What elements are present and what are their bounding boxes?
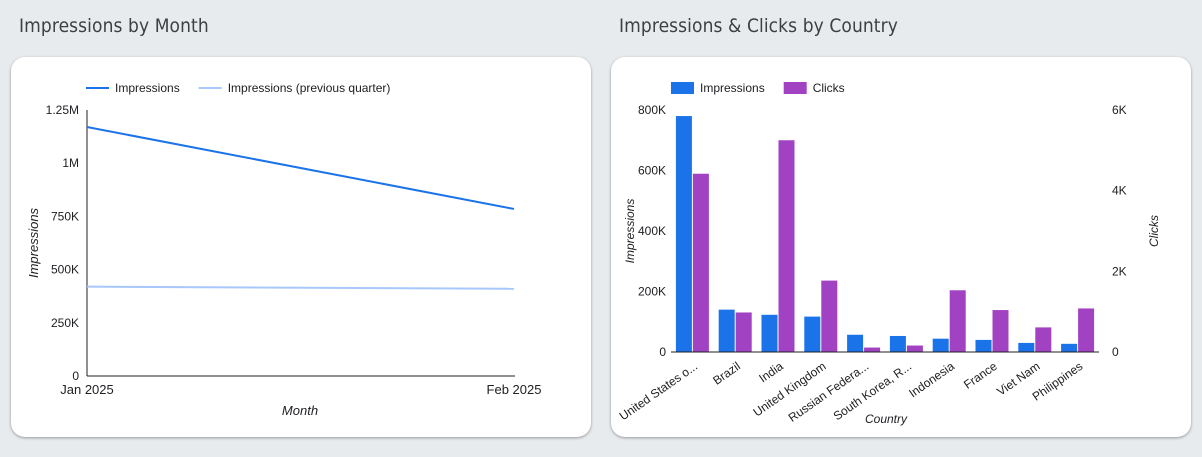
x-tick-label: United States o... bbox=[617, 359, 700, 423]
legend-label-0: Impressions bbox=[115, 81, 180, 95]
bar-clicks bbox=[906, 345, 923, 352]
bar-clicks bbox=[992, 310, 1009, 352]
bar-impressions bbox=[847, 334, 864, 352]
bar-impressions bbox=[675, 116, 692, 352]
y-left-axis-title: Impressions bbox=[623, 199, 637, 264]
bar-clicks bbox=[864, 347, 881, 352]
left-section-title: Impressions by Month bbox=[19, 15, 209, 37]
bar-impressions bbox=[761, 314, 778, 352]
x-tick-label: Indonesia bbox=[906, 359, 957, 401]
y-right-tick-label: 6K bbox=[1112, 103, 1127, 117]
x-tick-label: India bbox=[756, 359, 786, 386]
y-right-axis-title: Clicks bbox=[1147, 215, 1161, 247]
y-tick-label: 1M bbox=[62, 156, 79, 170]
bar-clicks bbox=[1078, 308, 1095, 352]
bar-impressions bbox=[889, 335, 906, 352]
y-right-tick-label: 4K bbox=[1112, 184, 1127, 198]
legend-swatch-0 bbox=[671, 82, 694, 94]
legend-label-1: Impressions (previous quarter) bbox=[228, 81, 391, 95]
y-left-tick-label: 200K bbox=[638, 285, 666, 299]
legend-label-0: Impressions bbox=[700, 81, 765, 95]
bar-impressions bbox=[718, 309, 735, 352]
y-tick-label: 250K bbox=[51, 316, 79, 330]
y-tick-label: 500K bbox=[51, 263, 79, 277]
bar-clicks bbox=[778, 140, 795, 352]
impressions-line-chart[interactable]: Impressions Impressions (previous quarter… bbox=[11, 57, 591, 437]
y-tick-label: 0 bbox=[72, 369, 79, 383]
bar-clicks bbox=[692, 173, 709, 352]
y-tick-label: 1.25M bbox=[46, 103, 79, 117]
bar-impressions bbox=[932, 338, 949, 352]
impressions-clicks-bar-chart[interactable]: Impressions Clicks 0 200K 400K 600K 800K 0 2K 4K 6… bbox=[611, 57, 1191, 437]
x-axis-title: Country bbox=[865, 412, 908, 426]
right-section-title: Impressions & Clicks by Country bbox=[619, 15, 898, 37]
impressions-clicks-by-country-card[interactable]: Impressions Clicks 0 200K 400K 600K 800K 0 2K 4K 6… bbox=[611, 57, 1191, 437]
y-right-tick-label: 0 bbox=[1112, 345, 1119, 359]
bar-impressions bbox=[975, 339, 992, 352]
y-axis-title: Impressions bbox=[26, 207, 41, 278]
x-tick-label: Brazil bbox=[710, 359, 743, 388]
x-tick-label: Jan 2025 bbox=[60, 382, 114, 397]
legend-label-1: Clicks bbox=[813, 81, 845, 95]
impressions-by-month-card[interactable]: Impressions Impressions (previous quarter… bbox=[11, 57, 591, 437]
series-line-1 bbox=[86, 285, 515, 290]
series-line-0 bbox=[86, 126, 515, 210]
x-tick-label: Feb 2025 bbox=[487, 382, 542, 397]
bar-clicks bbox=[1035, 327, 1052, 352]
y-left-tick-label: 0 bbox=[659, 345, 666, 359]
x-axis-title: Month bbox=[282, 403, 318, 418]
bar-clicks bbox=[949, 290, 966, 352]
y-left-tick-label: 600K bbox=[638, 164, 666, 178]
y-left-tick-label: 800K bbox=[638, 103, 666, 117]
legend-swatch-1 bbox=[783, 82, 807, 94]
y-right-tick-label: 2K bbox=[1112, 264, 1127, 278]
bar-impressions bbox=[1018, 342, 1035, 352]
y-left-tick-label: 400K bbox=[638, 224, 666, 238]
bar-impressions bbox=[804, 316, 821, 352]
bar-clicks bbox=[735, 312, 752, 352]
bar-clicks bbox=[821, 280, 838, 352]
y-tick-label: 750K bbox=[51, 209, 79, 223]
bar-impressions bbox=[1061, 343, 1078, 352]
